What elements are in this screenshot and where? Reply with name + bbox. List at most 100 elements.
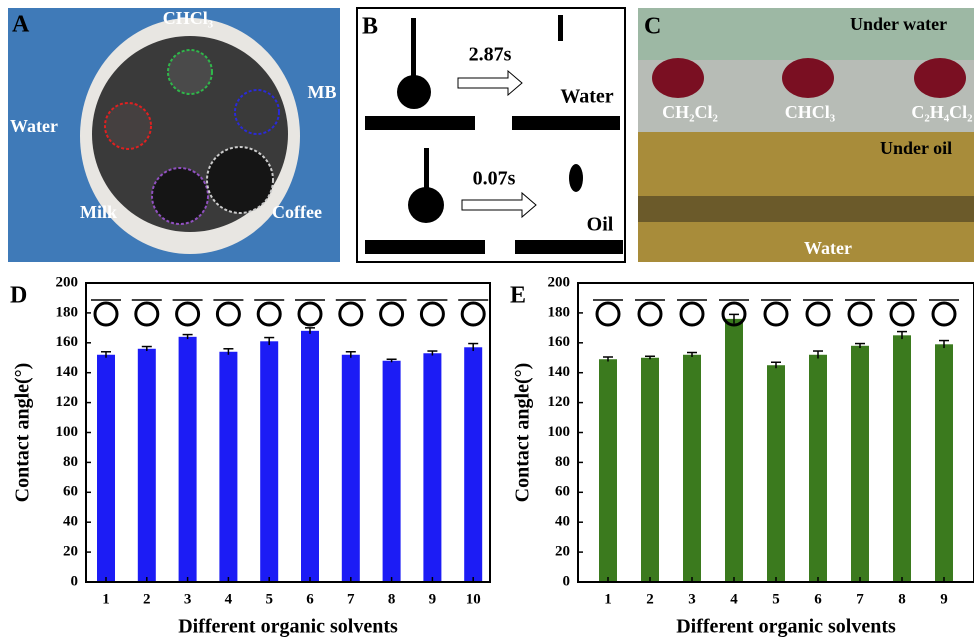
x-tick-label: 3 [688, 591, 696, 607]
panel-letter: A [12, 12, 30, 38]
x-tick-label: 2 [646, 591, 654, 607]
droplet [569, 164, 583, 192]
bar [851, 346, 869, 582]
droplet-ring [235, 90, 279, 134]
y-tick-label: 160 [56, 334, 79, 350]
surface [512, 116, 620, 130]
droplet-icon [597, 303, 619, 325]
label: Under water [850, 14, 947, 34]
x-tick-label: 6 [814, 591, 822, 607]
y-tick-label: 180 [56, 304, 79, 320]
x-axis-title: Different organic solvents [676, 616, 896, 638]
x-tick-label: 10 [466, 591, 481, 607]
droplet-icon [765, 303, 787, 325]
x-tick-label: 8 [388, 591, 396, 607]
x-axis-title: Different organic solvents [178, 616, 398, 638]
needle [558, 15, 563, 41]
label: CH₂Cl₂ [662, 102, 718, 122]
y-tick-label: 40 [555, 514, 570, 530]
droplet-icon [136, 303, 158, 325]
x-tick-label: 5 [772, 591, 780, 607]
y-tick-label: 180 [548, 304, 571, 320]
label: 0.07s [473, 168, 516, 190]
bar [138, 349, 156, 582]
x-tick-label: 1 [102, 591, 110, 607]
droplet [914, 58, 966, 98]
x-tick-label: 9 [429, 591, 437, 607]
panel-c: C Under water CH₂Cl₂ CHCl₃ C₂H₄Cl₂ Under… [638, 8, 974, 262]
surface [365, 116, 475, 130]
droplet-icon [258, 303, 280, 325]
label: Water [560, 86, 613, 108]
label: MB [308, 82, 337, 102]
mesh [638, 196, 974, 222]
droplet-icon [381, 303, 403, 325]
droplet-ring [105, 103, 151, 149]
y-tick-label: 100 [56, 424, 79, 440]
droplet-icon [807, 303, 829, 325]
x-tick-label: 7 [856, 591, 864, 607]
y-tick-label: 20 [555, 544, 570, 560]
droplet-icon [217, 303, 239, 325]
panel-letter: B [362, 14, 378, 40]
y-tick-label: 60 [63, 484, 78, 500]
droplet [652, 58, 704, 98]
label: Milk [80, 202, 117, 222]
bar [219, 352, 237, 582]
label: 2.87s [469, 44, 512, 66]
droplet-icon [462, 303, 484, 325]
label: Coffee [272, 202, 322, 222]
droplet-icon [933, 303, 955, 325]
bar [599, 359, 617, 582]
bar [683, 355, 701, 582]
label: Oil [587, 214, 614, 236]
y-tick-label: 100 [548, 424, 571, 440]
droplet-icon [681, 303, 703, 325]
droplet [397, 75, 431, 109]
y-tick-label: 80 [555, 454, 570, 470]
y-tick-label: 200 [548, 274, 571, 290]
label: CHCl₃ [785, 102, 836, 122]
needle [411, 18, 416, 78]
x-tick-label: 5 [265, 591, 273, 607]
bar [893, 335, 911, 582]
x-tick-label: 9 [940, 591, 948, 607]
bar [641, 358, 659, 582]
droplet-ring [207, 147, 273, 213]
droplet [782, 58, 834, 98]
y-tick-label: 20 [63, 544, 78, 560]
y-tick-label: 140 [56, 364, 79, 380]
bar [767, 365, 785, 582]
panel-letter: D [10, 283, 27, 309]
bar [260, 341, 278, 582]
bar [725, 319, 743, 582]
label: CHCl₃ [163, 8, 214, 28]
y-axis-title: Contact angle(°) [12, 363, 34, 503]
y-tick-label: 60 [555, 484, 570, 500]
needle [424, 148, 429, 188]
y-tick-label: 120 [56, 394, 79, 410]
label: C₂H₄Cl₂ [911, 102, 972, 122]
y-tick-label: 120 [548, 394, 571, 410]
label: Under oil [880, 138, 952, 158]
x-tick-label: 7 [347, 591, 355, 607]
droplet-icon [177, 303, 199, 325]
figure: A CHCl₃ MB Water Milk Coffee B 2.87s Wat… [0, 0, 974, 640]
bar [179, 337, 197, 582]
droplet-icon [849, 303, 871, 325]
droplet-icon [340, 303, 362, 325]
bar [342, 355, 360, 582]
x-tick-label: 8 [898, 591, 906, 607]
x-tick-label: 4 [225, 591, 233, 607]
x-tick-label: 4 [730, 591, 738, 607]
y-tick-label: 140 [548, 364, 571, 380]
bar [97, 355, 115, 582]
y-tick-label: 40 [63, 514, 78, 530]
surface [515, 240, 623, 254]
y-tick-label: 80 [63, 454, 78, 470]
bar [935, 344, 953, 582]
y-tick-label: 0 [71, 573, 79, 589]
label: Water [10, 116, 58, 136]
droplet-ring [152, 168, 208, 224]
x-tick-label: 2 [143, 591, 151, 607]
